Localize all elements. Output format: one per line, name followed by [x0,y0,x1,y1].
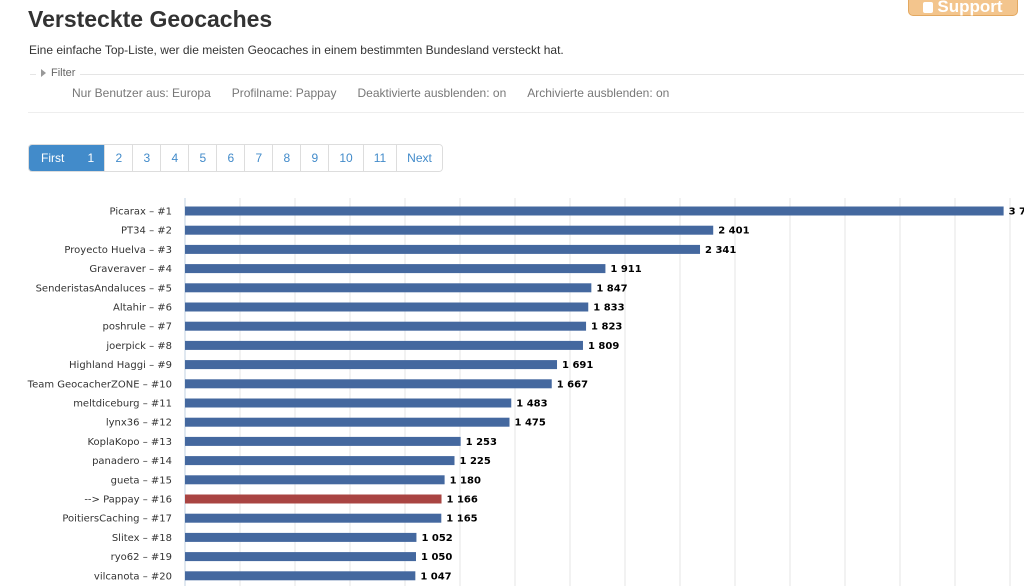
bar-highlighted[interactable] [185,494,442,504]
category-label: Picarax – #1 [110,207,172,218]
bar[interactable] [185,532,417,542]
pagination-page-1[interactable]: 1 [76,145,105,171]
category-label: Team GeocacherZONE – #10 [27,379,172,390]
category-label: Highland Haggi – #9 [69,360,172,371]
bar-chart: Picarax – #1 3 721 PT34 – #2 2 401 Proyecto … [27,198,1024,586]
value-label: 1 911 [610,264,641,275]
bar[interactable] [185,475,445,485]
category-label: Slitex – #18 [112,533,172,544]
filter-divider [30,74,1024,75]
caret-right-icon [41,69,46,77]
category-label: ryo62 – #19 [111,552,172,563]
value-label: 1 847 [596,283,627,294]
value-label: 1 809 [588,341,619,352]
pagination-first-button[interactable]: First [29,145,77,171]
filter-legend-label: Filter [51,67,76,79]
value-label: 3 721 [1009,207,1024,218]
bar[interactable] [185,571,416,581]
category-label: gueta – #15 [111,475,172,486]
value-label: 1 225 [460,456,491,467]
value-label: 1 667 [557,379,588,390]
value-label: 2 401 [718,226,749,237]
bar[interactable] [185,302,589,312]
bar[interactable] [185,436,461,446]
category-label: Graveraver – #4 [89,264,172,275]
value-label: 1 180 [450,475,481,486]
value-label: 1 691 [562,360,593,371]
pagination-page-9[interactable]: 9 [300,145,329,171]
filter-item: Deaktivierte ausblenden: on [357,86,507,100]
value-label: 1 050 [421,552,452,563]
value-label: 2 341 [705,245,736,256]
bar[interactable] [185,552,416,562]
value-label: 1 833 [593,303,624,314]
category-label: --> Pappay – #16 [84,495,172,506]
category-label: PoitiersCaching – #17 [62,514,172,525]
support-button[interactable]: Support [908,0,1018,16]
bar[interactable] [185,206,1004,216]
support-label: Support [937,0,1003,16]
pagination-page-5[interactable]: 5 [188,145,217,171]
bar[interactable] [185,456,455,466]
value-label: 1 047 [420,571,451,582]
filter-item: Nur Benutzer aus: Europa [72,86,211,100]
bar[interactable] [185,513,442,523]
category-label: Proyecto Huelva – #3 [64,245,172,256]
filter-summary: Nur Benutzer aus: Europa Profilname: Pap… [72,86,669,100]
bar[interactable] [185,417,510,427]
pagination-page-4[interactable]: 4 [160,145,189,171]
value-label: 1 475 [515,418,546,429]
pagination-page-11[interactable]: 11 [362,145,397,171]
pagination-next-button[interactable]: Next [396,145,442,171]
bar[interactable] [185,379,552,389]
filter-item: Profilname: Pappay [231,86,337,100]
support-icon [923,1,934,13]
value-label: 1 253 [466,437,497,448]
value-label: 1 165 [446,514,477,525]
pagination-page-7[interactable]: 7 [244,145,273,171]
pagination-page-8[interactable]: 8 [272,145,301,171]
category-label: PT34 – #2 [121,226,172,237]
bar[interactable] [185,283,592,293]
category-label: meltdiceburg – #11 [73,399,172,410]
pagination-page-2[interactable]: 2 [104,145,133,171]
category-label: lynx36 – #12 [106,418,172,429]
filter-toggle[interactable]: Filter [36,67,81,79]
category-label: poshrule – #7 [103,322,173,333]
category-label: joerpick – #8 [105,341,172,352]
filter-item: Archivierte ausblenden: on [527,86,670,100]
section-divider [28,112,1024,113]
category-label: KoplaKopo – #13 [87,437,172,448]
category-label: vilcanota – #20 [94,571,172,582]
bar[interactable] [185,264,606,274]
bar[interactable] [185,225,714,235]
pagination: First 1 2 3 4 5 6 7 8 9 10 11 Next [28,144,443,172]
category-label: panadero – #14 [92,456,172,467]
value-label: 1 052 [421,533,452,544]
value-label: 1 483 [516,399,547,410]
category-label: Altahir – #6 [113,303,172,314]
page-subtitle: Eine einfache Top-Liste, wer die meisten… [29,43,564,57]
bar[interactable] [185,340,583,350]
bar[interactable] [185,321,587,331]
pagination-page-3[interactable]: 3 [132,145,161,171]
value-label: 1 166 [447,495,478,506]
category-label: SenderistasAndaluces – #5 [36,283,172,294]
pagination-page-6[interactable]: 6 [216,145,245,171]
bar[interactable] [185,398,512,408]
bar[interactable] [185,244,701,254]
pagination-page-10[interactable]: 10 [328,145,363,171]
value-label: 1 823 [591,322,622,333]
bar[interactable] [185,360,558,370]
page-title: Versteckte Geocaches [28,6,273,32]
